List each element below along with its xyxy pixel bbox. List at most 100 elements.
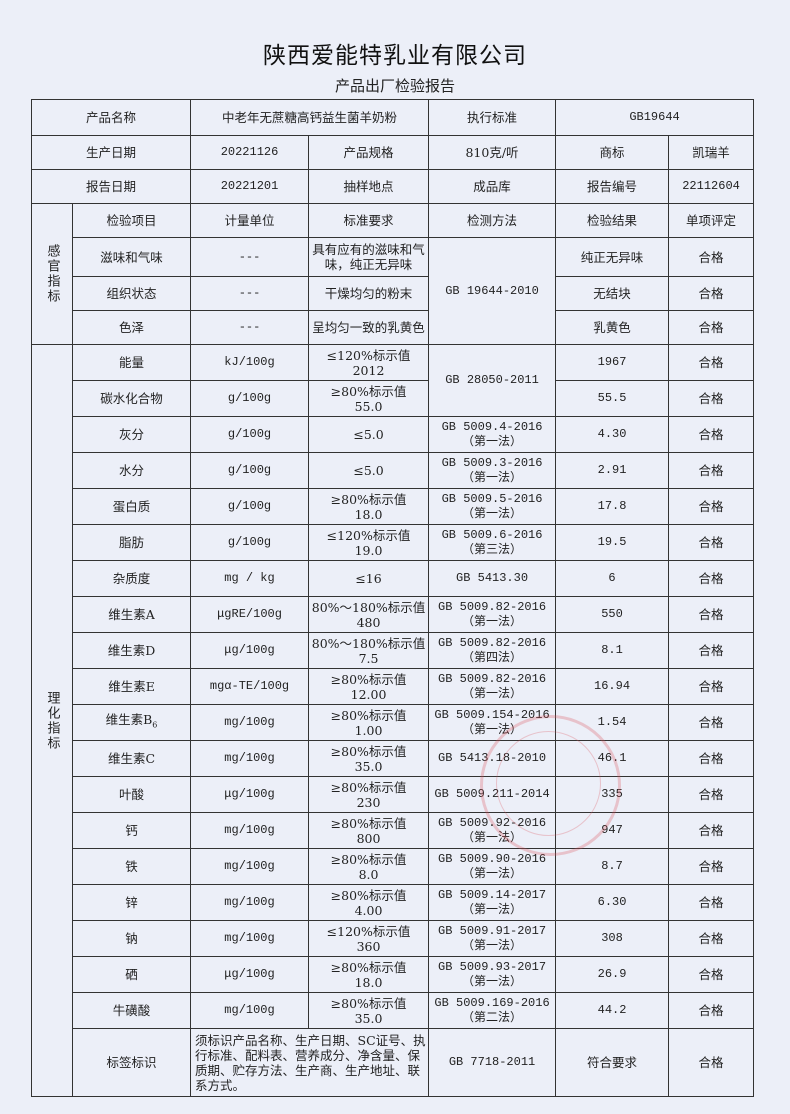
report-no: 22112604 <box>668 169 755 204</box>
rating: 合格 <box>668 237 755 277</box>
unit: mgα-TE/100g <box>190 668 310 705</box>
physical-row: 牛磺酸 mg/100g ≥80%标示值 35.0 GB 5009.169-2016 （第二… <box>32 992 755 1029</box>
result: 55.5 <box>555 380 670 417</box>
method: GB 5009.4-2016 （第一法） <box>428 416 557 453</box>
result: 19.5 <box>555 524 670 561</box>
item-name: 叶酸 <box>71 776 192 813</box>
rating: 合格 <box>668 812 755 849</box>
result: 550 <box>555 596 670 633</box>
result: 1967 <box>555 344 670 381</box>
physical-row: 硒 μg/100g ≥80%标示值 18.0 GB 5009.93-2017 （第一法） 2… <box>32 956 755 993</box>
method: GB 19644-2010 <box>428 237 557 345</box>
item-name: 组织状态 <box>71 276 192 311</box>
rating: 合格 <box>668 452 755 489</box>
rating: 合格 <box>668 416 755 453</box>
unit: mg/100g <box>190 812 310 849</box>
physical-row: 碳水化合物 g/100g ≥80%标示值 55.0 55.5 合格 <box>32 380 755 417</box>
rating: 合格 <box>668 992 755 1029</box>
result: 947 <box>555 812 670 849</box>
result: 335 <box>555 776 670 813</box>
unit: g/100g <box>190 488 310 525</box>
result: 308 <box>555 920 670 957</box>
result: 44.2 <box>555 992 670 1029</box>
unit: mg/100g <box>190 884 310 921</box>
result: 乳黄色 <box>555 310 670 345</box>
method: GB 5009.6-2016 （第三法） <box>428 524 557 561</box>
method: GB 5009.93-2017 （第一法） <box>428 956 557 993</box>
method: GB 5009.5-2016 （第一法） <box>428 488 557 525</box>
sampling-label: 抽样地点 <box>308 169 430 204</box>
inspection-table: 产品名称 中老年无蔗糖高钙益生菌羊奶粉 执行标准 GB19644 生产日期 20… <box>30 99 755 1097</box>
physical-row: 理化指标 能量 kJ/100g ≤120%标示值 2012 GB 28050-2011 19… <box>31 344 755 1097</box>
rating: 合格 <box>668 704 755 741</box>
requirement: 具有应有的滋味和气味，纯正无异味 <box>308 237 430 277</box>
requirement: ≥80%标示值 55.0 <box>308 380 430 417</box>
report-title: 产品出厂检验报告 <box>334 77 455 95</box>
result: 符合要求 <box>555 1028 670 1097</box>
sensory-group-label: 感官指标 <box>31 203 73 345</box>
physical-row: 铁 mg/100g ≥80%标示值 8.0 GB 5009.90-2016 （第一法） 8.… <box>32 848 755 885</box>
item-name: 维生素C <box>71 740 192 777</box>
item-name: 维生素E <box>71 668 192 705</box>
unit: μg/100g <box>190 956 310 993</box>
method: GB 5009.91-2017 （第一法） <box>428 920 557 957</box>
sensory-row: 色泽 --- 呈均匀一致的乳黄色 乳黄色 合格 <box>32 310 755 345</box>
requirement: ≤120%标示值 360 <box>308 920 430 957</box>
requirement: ≥80%标示值 800 <box>308 812 430 849</box>
unit: mg/100g <box>190 740 310 777</box>
physical-row: 灰分 g/100g ≤5.0 GB 5009.4-2016 （第一法） 4.30 合格 <box>32 416 755 453</box>
unit: --- <box>190 276 310 311</box>
requirement: ≥80%标示值 18.0 <box>308 956 430 993</box>
header-unit: 计量单位 <box>190 203 310 238</box>
product-name: 中老年无蔗糖高钙益生菌羊奶粉 <box>190 99 430 136</box>
requirement: 干燥均匀的粉末 <box>308 276 430 311</box>
result: 6.30 <box>555 884 670 921</box>
item-name: 硒 <box>71 956 192 993</box>
item-name: 维生素D <box>71 632 192 669</box>
result: 46.1 <box>555 740 670 777</box>
spec-value: 810克/听 <box>428 135 557 170</box>
result: 6 <box>555 560 670 597</box>
item-name: 能量 <box>71 344 192 381</box>
physical-row: 钠 mg/100g ≤120%标示值 360 GB 5009.91-2017 （第一法） 3… <box>32 920 755 957</box>
rating: 合格 <box>668 848 755 885</box>
unit: μgRE/100g <box>190 596 310 633</box>
item-name: 锌 <box>71 884 192 921</box>
physical-row: 维生素D μg/100g 80%～180%标示值 7.5 GB 5009.82-2016… <box>32 632 755 669</box>
unit: g/100g <box>190 380 310 417</box>
method: GB 5009.82-2016 （第一法） <box>428 596 557 633</box>
rating: 合格 <box>668 668 755 705</box>
rating: 合格 <box>668 1028 755 1097</box>
report-date: 20221201 <box>190 169 310 204</box>
brand-value: 凯瑞羊 <box>668 135 755 170</box>
result: 16.94 <box>555 668 670 705</box>
item-name: 碳水化合物 <box>71 380 192 417</box>
item-name: 灰分 <box>71 416 192 453</box>
physical-row: 水分 g/100g ≤5.0 GB 5009.3-2016 （第一法） 2.91 合格 <box>32 452 755 489</box>
unit: μg/100g <box>190 776 310 813</box>
requirement: ≤120%标示值 19.0 <box>308 524 430 561</box>
rating: 合格 <box>668 276 755 311</box>
method: GB 7718-2011 <box>428 1028 557 1097</box>
unit: μg/100g <box>190 632 310 669</box>
method: GB 5009.82-2016 （第一法） <box>428 668 557 705</box>
method: GB 5009.92-2016 （第一法） <box>428 812 557 849</box>
rating: 合格 <box>668 776 755 813</box>
method: GB 5009.211-2014 <box>428 776 557 813</box>
rating: 合格 <box>668 524 755 561</box>
physical-row: 维生素A μgRE/100g 80%～180%标示值 480 GB 5009.82-20… <box>32 596 755 633</box>
item-name: 维生素A <box>71 596 192 633</box>
sampling-value: 成品库 <box>428 169 557 204</box>
physical-row: 脂肪 g/100g ≤120%标示值 19.0 GB 5009.6-2016 （第三法） 1… <box>32 524 755 561</box>
rating: 合格 <box>668 596 755 633</box>
method: GB 5009.154-2016 （第一法） <box>428 704 557 741</box>
item-name: 维生素B6 <box>71 704 192 741</box>
unit: mg/100g <box>190 704 310 741</box>
physical-row: 锌 mg/100g ≥80%标示值 4.00 GB 5009.14-2017 （第一法） 6… <box>32 884 755 921</box>
unit: mg / kg <box>190 560 310 597</box>
requirement: ≤5.0 <box>308 416 430 453</box>
requirement: ≥80%标示值 18.0 <box>308 488 430 525</box>
header-rating: 单项评定 <box>668 203 755 238</box>
physical-row: 维生素C mg/100g ≥80%标示值 35.0 GB 5413.18-2010 46.… <box>32 740 755 777</box>
rating: 合格 <box>668 920 755 957</box>
